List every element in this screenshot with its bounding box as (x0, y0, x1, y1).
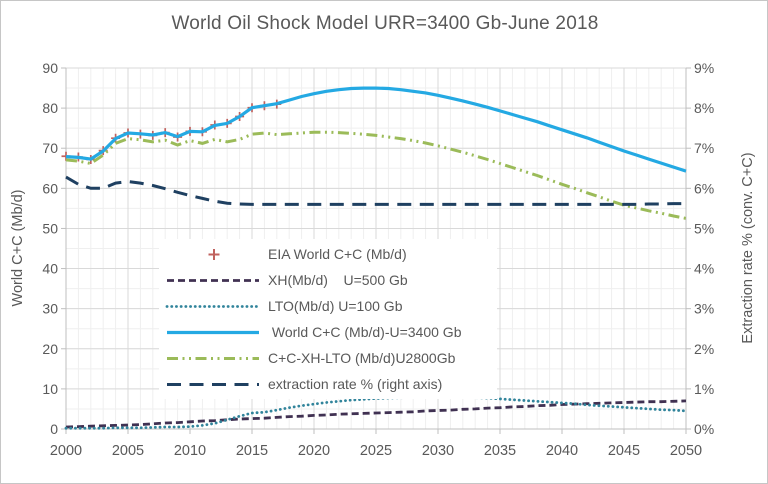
y-axis-right-tick-labels: 0% 1% 2% 3% 4% 5% 6% 7% 8% 9% (694, 60, 714, 437)
svg-text:2040: 2040 (546, 443, 578, 459)
chart-title: World Oil Shock Model URR=3400 Gb-June 2… (171, 13, 599, 34)
svg-text:4%: 4% (694, 261, 714, 277)
svg-text:20: 20 (42, 341, 58, 357)
legend-item-ext: extraction rate % (right axis) (159, 371, 497, 397)
series-xh (65, 399, 687, 429)
svg-text:2%: 2% (694, 341, 714, 357)
legend-swatch-xh-icon (167, 279, 259, 282)
svg-text:2050: 2050 (670, 443, 702, 459)
svg-text:3%: 3% (694, 301, 714, 317)
svg-text:2020: 2020 (298, 443, 330, 459)
legend-item-xh: XH(Mb/d) U=500 Gb (159, 267, 497, 293)
svg-text:2035: 2035 (484, 443, 516, 459)
axis-lines (61, 67, 691, 434)
svg-text:7%: 7% (694, 140, 714, 156)
svg-text:2015: 2015 (236, 443, 268, 459)
svg-text:2025: 2025 (360, 443, 392, 459)
legend-item-world: World C+C (Mb/d)-U=3400 Gb (159, 319, 497, 345)
svg-text:50: 50 (42, 220, 58, 236)
series-ext (65, 175, 686, 206)
legend-item-ccx: C+C-XH-LTO (Mb/d)U2800Gb (159, 345, 497, 371)
svg-text:60: 60 (42, 180, 58, 196)
legend-swatch-ccx-icon (167, 357, 259, 360)
svg-text:2030: 2030 (422, 443, 454, 459)
svg-text:9%: 9% (694, 60, 714, 76)
svg-text:2005: 2005 (112, 443, 144, 459)
legend-item-eia: EIA World C+C (Mb/d) (159, 241, 497, 267)
series-lto (64, 395, 688, 430)
svg-text:10: 10 (42, 381, 58, 397)
legend-label-lto: LTO(Mb/d) U=100 Gb (268, 298, 403, 314)
svg-text:6%: 6% (694, 180, 714, 196)
legend-label-eia: EIA World C+C (Mb/d) (268, 246, 407, 262)
legend-label-xh: XH(Mb/d) U=500 Gb (268, 272, 408, 288)
series-ccx (65, 130, 687, 220)
legend-swatch-eia-icon (208, 249, 220, 260)
svg-text:70: 70 (42, 140, 58, 156)
legend-swatch-ext-icon (167, 383, 259, 386)
svg-text:2045: 2045 (608, 443, 640, 459)
svg-text:90: 90 (42, 60, 58, 76)
legend-label-world: World C+C (Mb/d)-U=3400 Gb (268, 324, 462, 340)
legend-swatch-world-icon (167, 330, 259, 335)
legend-label-ccx: C+C-XH-LTO (Mb/d)U2800Gb (268, 350, 456, 366)
svg-text:1%: 1% (694, 381, 714, 397)
legend: EIA World C+C (Mb/d) XH(Mb/d) U=500 Gb LTO… (159, 239, 497, 399)
svg-text:0: 0 (50, 421, 58, 437)
legend-label-ext: extraction rate % (right axis) (268, 376, 443, 392)
legend-item-lto: LTO(Mb/d) U=100 Gb (159, 293, 497, 319)
series-world (65, 86, 687, 173)
svg-text:2000: 2000 (50, 443, 82, 459)
svg-text:40: 40 (42, 261, 58, 277)
svg-text:0%: 0% (694, 421, 714, 437)
svg-text:80: 80 (42, 100, 58, 116)
y-axis-left-tick-labels: 0 10 20 30 40 50 60 70 80 90 (42, 60, 58, 437)
svg-text:8%: 8% (694, 100, 714, 116)
svg-text:5%: 5% (694, 220, 714, 236)
x-axis-tick-labels: 2000 2005 2010 2015 2020 2025 2030 2035 2040 2045… (50, 443, 702, 459)
svg-text:30: 30 (42, 301, 58, 317)
svg-text:2010: 2010 (174, 443, 206, 459)
legend-swatch-lto-icon (165, 305, 261, 308)
